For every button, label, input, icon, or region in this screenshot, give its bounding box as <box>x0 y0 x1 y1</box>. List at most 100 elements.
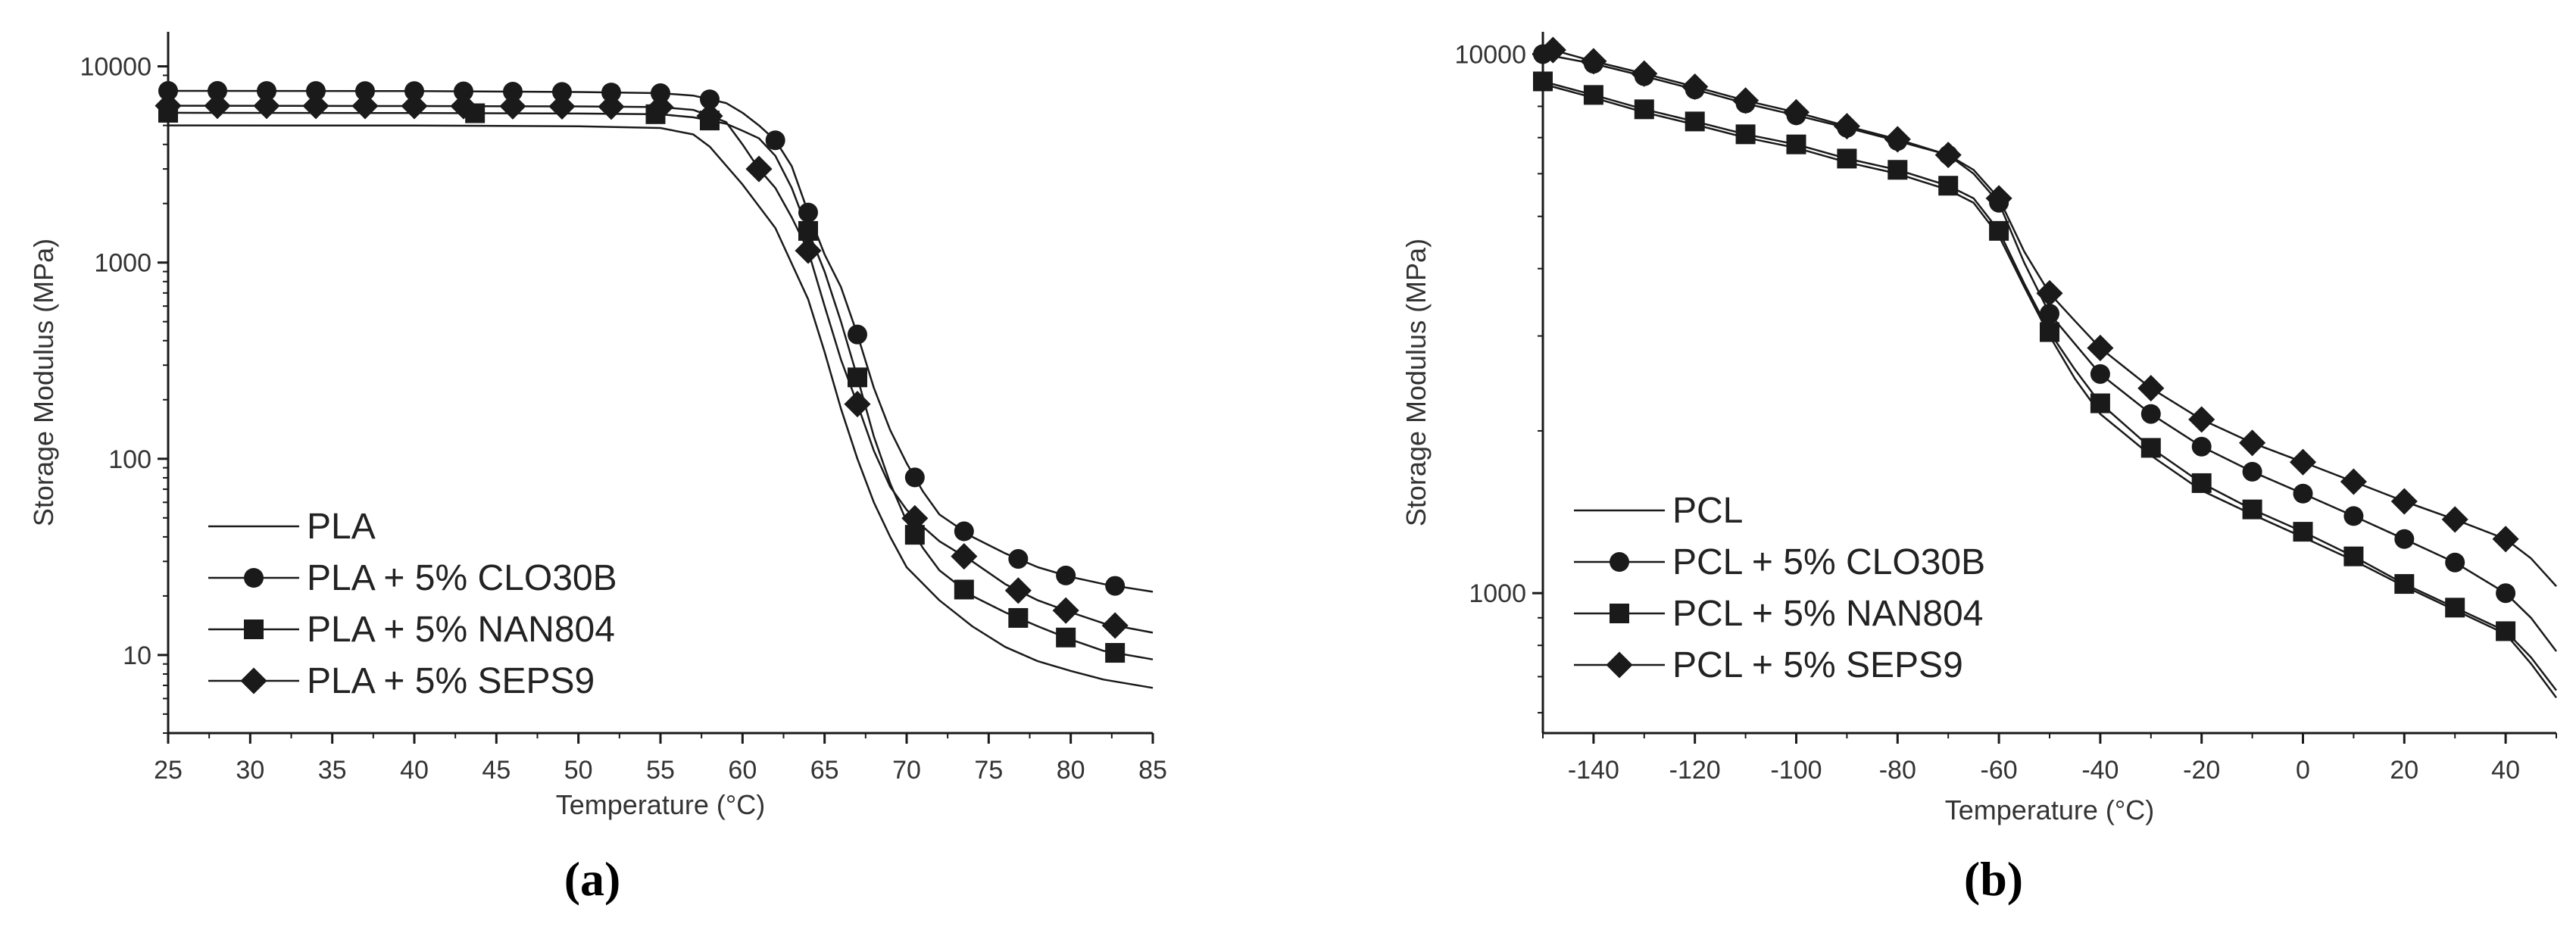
data-point-circle <box>1105 576 1126 596</box>
data-point-square <box>1989 220 2009 241</box>
data-point-diamond <box>1681 73 1709 101</box>
x-tick-label: -120 <box>1669 756 1721 785</box>
data-point-diamond <box>2087 334 2114 362</box>
x-tick-label: 20 <box>2390 756 2418 785</box>
data-point-diamond <box>1782 98 1810 126</box>
data-point-square <box>2496 621 2516 641</box>
data-point-square <box>2394 574 2415 595</box>
x-axis-title: Temperature (°C) <box>556 789 765 820</box>
data-point-diamond <box>548 92 576 120</box>
data-point-circle <box>404 81 424 101</box>
data-point-square <box>2343 546 2364 566</box>
data-point-square <box>1685 111 1705 132</box>
legend-label: PCL <box>1672 491 1743 531</box>
data-point-diamond <box>1580 48 1607 75</box>
chart-panel-b: -140 -120 -100 -80 -60 -40 -20 0 20 40 1000 10000 Te… <box>1400 32 2558 906</box>
x-tick-label: 70 <box>892 756 921 785</box>
data-point-square <box>1008 607 1029 628</box>
data-point-circle <box>651 83 670 104</box>
x-tick-label: 35 <box>318 756 347 785</box>
data-point-diamond <box>2441 506 2468 533</box>
x-tick-label: 40 <box>2491 756 2520 785</box>
y-tick-label: 1000 <box>94 249 151 278</box>
data-point-circle <box>355 81 375 101</box>
data-point-square <box>1533 71 1553 92</box>
data-point-diamond <box>1732 87 1759 114</box>
data-point-circle <box>2191 436 2212 457</box>
x-tick-label: 0 <box>2296 756 2310 785</box>
legend-label: PLA <box>307 507 376 547</box>
legend-label: PCL + 5% CLO30B <box>1672 542 1985 582</box>
data-point-circle <box>954 521 974 541</box>
x-tick-label: -20 <box>2183 756 2220 785</box>
x-tick-label: 85 <box>1138 756 1167 785</box>
legend-marker-square <box>1610 604 1629 623</box>
x-tick-label: 60 <box>728 756 757 785</box>
data-point-diamond <box>204 92 231 120</box>
data-point-diamond <box>1833 113 1860 140</box>
x-tick-label: 45 <box>482 756 511 785</box>
data-point-circle <box>2040 304 2059 324</box>
data-point-circle <box>904 467 925 488</box>
data-point-circle <box>2140 404 2161 424</box>
data-point-diamond <box>2239 429 2266 457</box>
data-point-diamond <box>1004 577 1032 604</box>
data-point-diamond <box>253 92 280 120</box>
x-axis-title: Temperature (°C) <box>1945 794 2154 825</box>
legend-marker-square <box>244 619 264 639</box>
panel-label: (a) <box>564 852 621 906</box>
data-point-square <box>1105 643 1126 663</box>
data-point-diamond <box>1539 36 1566 64</box>
legend-label: PLA + 5% CLO30B <box>307 558 617 598</box>
y-tick-label: 10000 <box>1454 40 1526 69</box>
legend-marker-diamond <box>240 667 267 694</box>
data-point-diamond <box>745 155 773 183</box>
data-point-square <box>1837 148 1857 169</box>
x-tick-label: -60 <box>1981 756 2018 785</box>
data-point-diamond <box>795 237 822 264</box>
data-point-circle <box>503 82 523 102</box>
data-point-diamond <box>1884 126 1911 153</box>
x-tick-label: 75 <box>974 756 1003 785</box>
legend-label: PLA + 5% NAN804 <box>307 610 615 650</box>
data-point-diamond <box>2036 279 2063 307</box>
data-point-diamond <box>901 504 929 532</box>
x-tick-label: -140 <box>1568 756 1619 785</box>
x-tick-label: -80 <box>1879 756 1916 785</box>
data-point-square <box>1786 134 1806 154</box>
data-point-circle <box>2394 529 2415 549</box>
legend-label: PCL + 5% NAN804 <box>1672 594 1983 634</box>
data-point-circle <box>848 324 867 345</box>
x-tick-label: 40 <box>400 756 429 785</box>
data-point-diamond <box>401 92 428 120</box>
data-point-circle <box>1008 548 1029 569</box>
legend-marker-diamond <box>1606 651 1633 679</box>
chart-panel-a: 25 30 35 40 45 50 55 60 65 70 75 80 85 10 100 1000 10000… <box>28 32 1167 906</box>
data-point-square <box>1888 160 1908 180</box>
data-point-square <box>1583 85 1603 105</box>
data-point-circle <box>208 81 227 101</box>
data-point-square <box>2040 322 2059 342</box>
data-point-diamond <box>1631 60 1658 87</box>
data-point-diamond <box>2492 526 2519 553</box>
x-tick-label: 80 <box>1057 756 1085 785</box>
y-tick-label: 1000 <box>1469 579 1526 608</box>
data-point-square <box>2090 393 2110 414</box>
data-point-diamond <box>1934 142 1962 169</box>
series-line-1 <box>167 124 1154 689</box>
data-point-square <box>2445 598 2465 618</box>
legend-marker-circle <box>244 568 264 588</box>
data-point-diamond <box>2188 406 2215 433</box>
data-point-diamond <box>1101 612 1129 639</box>
data-point-diamond <box>2390 488 2418 515</box>
data-point-square <box>2191 473 2212 493</box>
data-point-circle <box>257 81 276 101</box>
data-point-square <box>2140 438 2161 458</box>
data-point-diamond <box>598 93 625 120</box>
y-axis-title: Storage Modulus (MPa) <box>28 239 59 526</box>
data-point-circle <box>158 80 178 101</box>
data-point-circle <box>2293 483 2313 504</box>
x-tick-label: -100 <box>1770 756 1822 785</box>
